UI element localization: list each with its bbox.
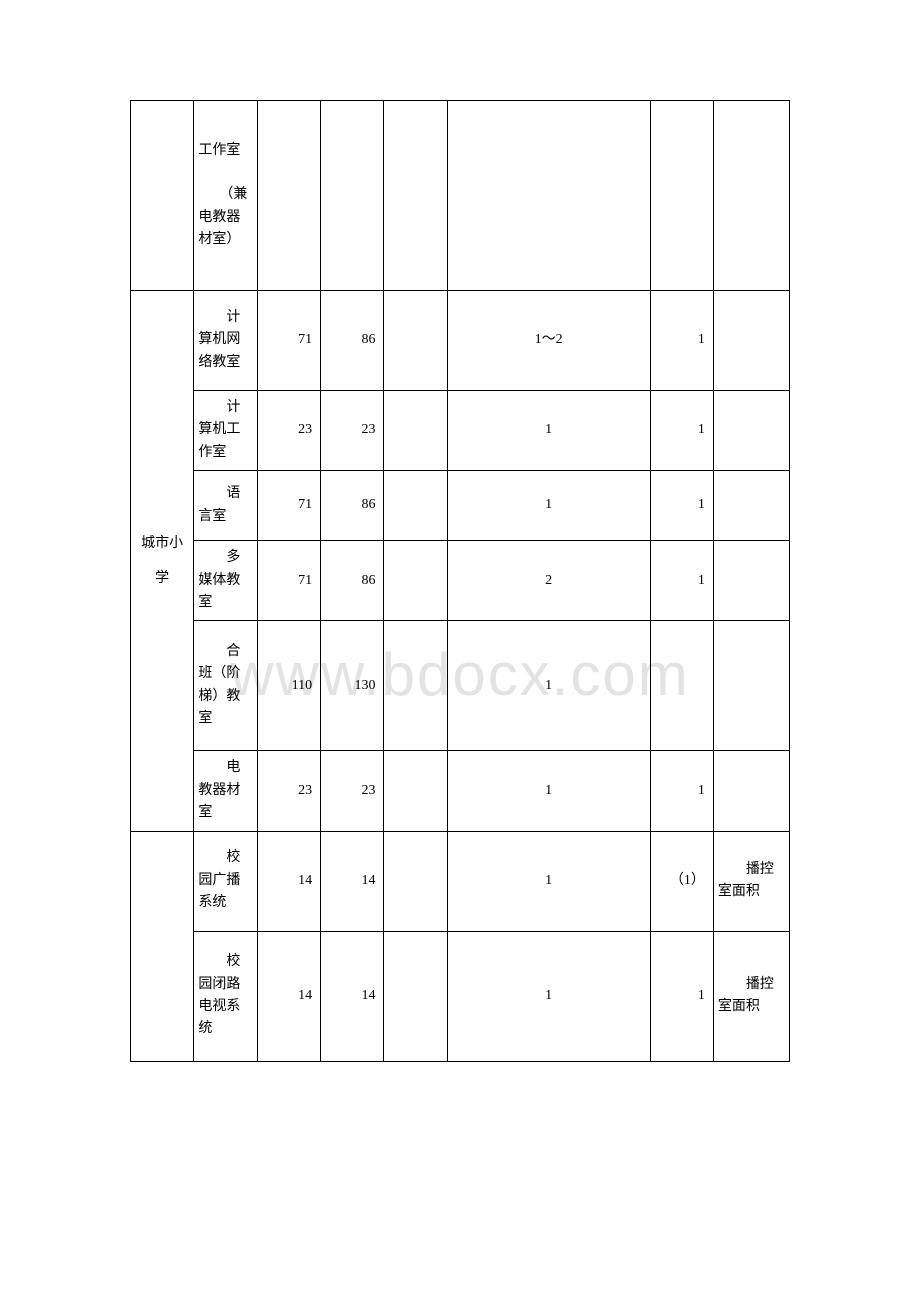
cell-val-b: 14 — [321, 831, 384, 931]
cell-val-d: 1 — [447, 621, 650, 751]
cell-val-c — [384, 621, 447, 751]
cell-val-c — [384, 291, 447, 391]
table-row: 电教器材室 23 23 1 1 — [131, 751, 790, 831]
cell-val-d: 1～2 — [447, 291, 650, 391]
table-row: 校园广播系统 14 14 1 （1） 播控室面积 — [131, 831, 790, 931]
cell-val-b: 130 — [321, 621, 384, 751]
cell-note: 播控室面积 — [713, 831, 789, 931]
table-row: 合班（阶梯）教室 110 130 1 — [131, 621, 790, 751]
cell-room: 电教器材室 — [194, 751, 257, 831]
cell-val-c — [384, 391, 447, 471]
cell-val-e: 1 — [650, 291, 713, 391]
cell-val-a: 71 — [257, 471, 320, 541]
cell-val-d: 1 — [447, 831, 650, 931]
table-row: 城市小学 计算机网络教室 71 86 1～2 1 — [131, 291, 790, 391]
cell-note — [713, 291, 789, 391]
cell-room: 校园广播系统 — [194, 831, 257, 931]
cell-val-c — [384, 931, 447, 1061]
cell-note: 播控室面积 — [713, 931, 789, 1061]
cell-val-a: 23 — [257, 391, 320, 471]
cell-note — [713, 541, 789, 621]
cell-val-d: 1 — [447, 471, 650, 541]
table-row: 校园闭路电视系统 14 14 1 1 播控室面积 — [131, 931, 790, 1061]
cell-note — [713, 751, 789, 831]
cell-room: 合班（阶梯）教室 — [194, 621, 257, 751]
cell-val-e — [650, 621, 713, 751]
cell-category — [131, 101, 194, 291]
cell-val-b: 14 — [321, 931, 384, 1061]
cell-room: 校园闭路电视系统 — [194, 931, 257, 1061]
cell-val-b: 23 — [321, 751, 384, 831]
cell-val-a: 23 — [257, 751, 320, 831]
cell-val-c — [384, 831, 447, 931]
cell-category: 城市小学 — [131, 291, 194, 832]
cell-room: 语言室 — [194, 471, 257, 541]
cell-room: 多媒体教室 — [194, 541, 257, 621]
cell-val-e: 1 — [650, 751, 713, 831]
cell-val-b: 86 — [321, 291, 384, 391]
data-table: 工作室 （兼电教器材室） 城市小学 计算机网络教室 71 86 1～2 — [130, 100, 790, 1062]
cell-note — [713, 471, 789, 541]
cell-val-d: 1 — [447, 931, 650, 1061]
cell-val-a: 71 — [257, 291, 320, 391]
cell-val-a: 110 — [257, 621, 320, 751]
cell-room: 计算机网络教室 — [194, 291, 257, 391]
cell-val-a: 71 — [257, 541, 320, 621]
cell-val-d: 1 — [447, 391, 650, 471]
cell-val-a: 14 — [257, 931, 320, 1061]
table-body: 工作室 （兼电教器材室） 城市小学 计算机网络教室 71 86 1～2 — [131, 101, 790, 1062]
table-wrapper: 工作室 （兼电教器材室） 城市小学 计算机网络教室 71 86 1～2 — [130, 100, 790, 1062]
cell-val-e: 1 — [650, 471, 713, 541]
table-row: 计算机工作室 23 23 1 1 — [131, 391, 790, 471]
cell-room: 工作室 （兼电教器材室） — [194, 101, 257, 291]
cell-room: 计算机工作室 — [194, 391, 257, 471]
cell-val-e: 1 — [650, 541, 713, 621]
table-row: 多媒体教室 71 86 2 1 — [131, 541, 790, 621]
cell-val-a — [257, 101, 320, 291]
cell-val-b: 86 — [321, 541, 384, 621]
cell-val-e: 1 — [650, 391, 713, 471]
cell-val-c — [384, 101, 447, 291]
page-container: www.bdocx.com 工作室 （兼电教器材室） — [130, 100, 790, 1062]
table-row: 工作室 （兼电教器材室） — [131, 101, 790, 291]
table-row: 语言室 71 86 1 1 — [131, 471, 790, 541]
cell-category — [131, 831, 194, 1061]
cell-val-d: 1 — [447, 751, 650, 831]
cell-note — [713, 621, 789, 751]
cell-note — [713, 391, 789, 471]
cell-note — [713, 101, 789, 291]
cell-val-e: （1） — [650, 831, 713, 931]
cell-val-b — [321, 101, 384, 291]
cell-val-b: 23 — [321, 391, 384, 471]
cell-val-c — [384, 471, 447, 541]
cell-val-e — [650, 101, 713, 291]
cell-val-e: 1 — [650, 931, 713, 1061]
cell-val-b: 86 — [321, 471, 384, 541]
cell-val-d: 2 — [447, 541, 650, 621]
cell-val-c — [384, 751, 447, 831]
cell-val-d — [447, 101, 650, 291]
cell-val-c — [384, 541, 447, 621]
cell-val-a: 14 — [257, 831, 320, 931]
